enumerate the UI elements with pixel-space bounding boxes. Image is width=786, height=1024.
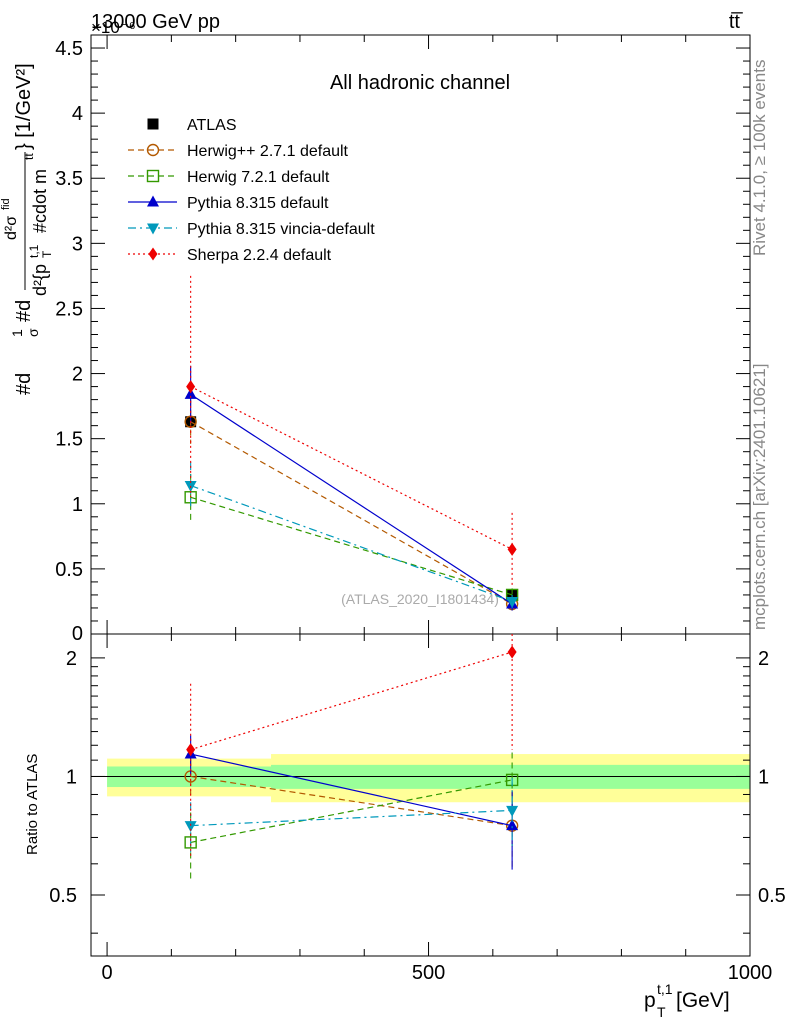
xlabel-sub: T [657, 1004, 666, 1020]
series-line [190, 496, 513, 596]
rivet-version-label: Rivet 4.1.0, ≥ 100k events [750, 59, 769, 256]
ylabel-frac2-den-tail-sup: tt [22, 153, 36, 160]
legend-marker [148, 247, 158, 261]
legend-entry-atlas: ATLAS [147, 117, 237, 134]
legend-label: Herwig++ 2.7.1 default [187, 143, 349, 160]
main-series [184, 275, 519, 611]
legend-entry-pythia-8-315-vincia-default: Pythia 8.315 vincia-default [128, 221, 375, 238]
x-tick-label: 1000 [728, 962, 773, 984]
process-label: tt̅ [729, 11, 743, 33]
legend-marker [146, 143, 160, 157]
ratio-data-point [186, 743, 196, 757]
legend-label: Sherpa 2.2.4 default [187, 247, 332, 264]
y-tick-label: 1 [72, 494, 83, 516]
series-pythia-8-315-vincia-default [184, 462, 519, 608]
y-scale-exponent: ×10⁻⁶ [91, 18, 136, 37]
main-y-axis-label: #d 1 σ #d d²σ fid d²{p T t,1 #cdot m tt … [0, 63, 54, 395]
ratio-data-point [184, 821, 197, 833]
series-pythia-8-315-default [184, 365, 519, 611]
ratio-series-sherpa-2-2-4-default [186, 634, 517, 859]
ratio-ticks: 0.5 0.5 1 1 2 2 0 500 1000 [49, 634, 786, 984]
ylabel-mid: #d [13, 300, 35, 322]
legend-label: Pythia 8.315 default [187, 195, 329, 212]
x-axis-label: p T t,1 [GeV] [644, 981, 730, 1020]
ratio-y-tick-label: 2 [66, 648, 77, 670]
y-tick-label: 0.5 [55, 559, 83, 581]
ratio-series-line [190, 775, 513, 827]
ratio-plot-frame [90, 633, 751, 957]
ratio-y-tick-label-right: 2 [758, 648, 769, 670]
ylabel-unit: } [1/GeV²] [13, 63, 35, 150]
series-herwig-2-7-1-default [184, 399, 519, 611]
legend-marker [146, 169, 160, 183]
ylabel-frac2-num-sup: fid [0, 198, 12, 210]
ratio-series-line [190, 651, 513, 751]
ratio-data-point [184, 836, 197, 849]
data-point [184, 387, 197, 399]
ratio-data-point [506, 805, 519, 817]
legend-entry-herwig-2-7-1-default: Herwig++ 2.7.1 default [128, 143, 349, 160]
ylabel-frac2-den-sup: t,1 [27, 244, 41, 258]
series-sherpa-2-2-4-default [186, 275, 517, 586]
energy-label: 13000 GeV pp [91, 11, 220, 33]
ratio-y-tick-label-right: 0.5 [758, 885, 786, 907]
data-point [186, 380, 196, 394]
main-y-ticks: 0.5 1 1.5 2 2.5 3 3.5 4 4.5 0 [55, 35, 751, 645]
x-tick-label: 0 [102, 962, 113, 984]
y-tick-label: 4.5 [55, 38, 83, 60]
chart-title: All hadronic channel [330, 72, 510, 94]
main-panel: 13000 GeV pp ×10⁻⁶ tt̅ All hadronic chan… [0, 11, 751, 645]
series-line [190, 421, 513, 605]
mcplots-reference-label: mcplots.cern.ch [arXiv:2401.10621] [750, 363, 769, 630]
xlabel-sup: t,1 [657, 981, 673, 997]
ylabel-frac2-den-tail: #cdot m [30, 169, 50, 233]
ylabel-frac2-den-sub: T [40, 250, 54, 258]
ratio-data-point [506, 819, 519, 831]
series-herwig-7-2-1-default [184, 473, 519, 602]
ratio-y-axis-label: Ratio to ATLAS [24, 754, 41, 855]
ratio-y-tick-label: 0.5 [49, 885, 77, 907]
series-atlas [185, 416, 518, 601]
ratio-series-line [190, 779, 513, 843]
series-line [190, 393, 513, 605]
y-tick-label: 2.5 [55, 298, 83, 320]
y-tick-label: 3 [72, 233, 83, 255]
legend-label: ATLAS [187, 117, 237, 134]
ylabel-frac2-num: d²σ [3, 216, 20, 240]
y-tick-label: 1.5 [55, 429, 83, 451]
legend-marker [147, 118, 159, 130]
data-point [506, 596, 519, 608]
ratio-series [184, 634, 519, 879]
series-line [190, 386, 513, 550]
legend-marker [147, 195, 159, 207]
xlabel-main: p [644, 989, 656, 1012]
ratio-series-line [190, 753, 513, 827]
data-point [507, 542, 517, 556]
legend-entry-sherpa-2-2-4-default: Sherpa 2.2.4 default [128, 247, 332, 264]
ratio-y-tick-label: 1 [66, 766, 77, 788]
ratio-panel: 0.5 0.5 1 1 2 2 0 500 1000 Ratio to ATLAS p T t,… [24, 633, 786, 1020]
legend-label: Pythia 8.315 vincia-default [187, 221, 375, 238]
ratio-data-point [507, 645, 517, 659]
y-tick-label: 3.5 [55, 168, 83, 190]
x-tick-label: 500 [412, 962, 445, 984]
ylabel-frac2-den: d²{p [30, 264, 50, 296]
ylabel-frac1-den: σ [25, 328, 41, 337]
legend-entry-herwig-7-2-1-default: Herwig 7.2.1 default [128, 169, 330, 186]
legend-entry-pythia-8-315-default: Pythia 8.315 default [128, 195, 329, 212]
y-zero-label: 0 [72, 623, 83, 645]
ylabel-prefix: #d [13, 373, 35, 395]
legend-label: Herwig 7.2.1 default [187, 169, 330, 186]
legend-marker [147, 223, 159, 235]
legend: ATLAS Herwig++ 2.7.1 default Herwig 7.2.1 … [128, 117, 375, 264]
series-line [190, 484, 513, 603]
ratio-series-line [190, 809, 513, 827]
ratio-y-tick-label-right: 1 [758, 766, 769, 788]
y-tick-label: 4 [72, 103, 83, 125]
ylabel-frac1-num: 1 [9, 329, 25, 337]
analysis-watermark: (ATLAS_2020_I1801434) [341, 591, 499, 607]
y-tick-label: 2 [72, 364, 83, 386]
xlabel-unit: [GeV] [676, 989, 730, 1012]
